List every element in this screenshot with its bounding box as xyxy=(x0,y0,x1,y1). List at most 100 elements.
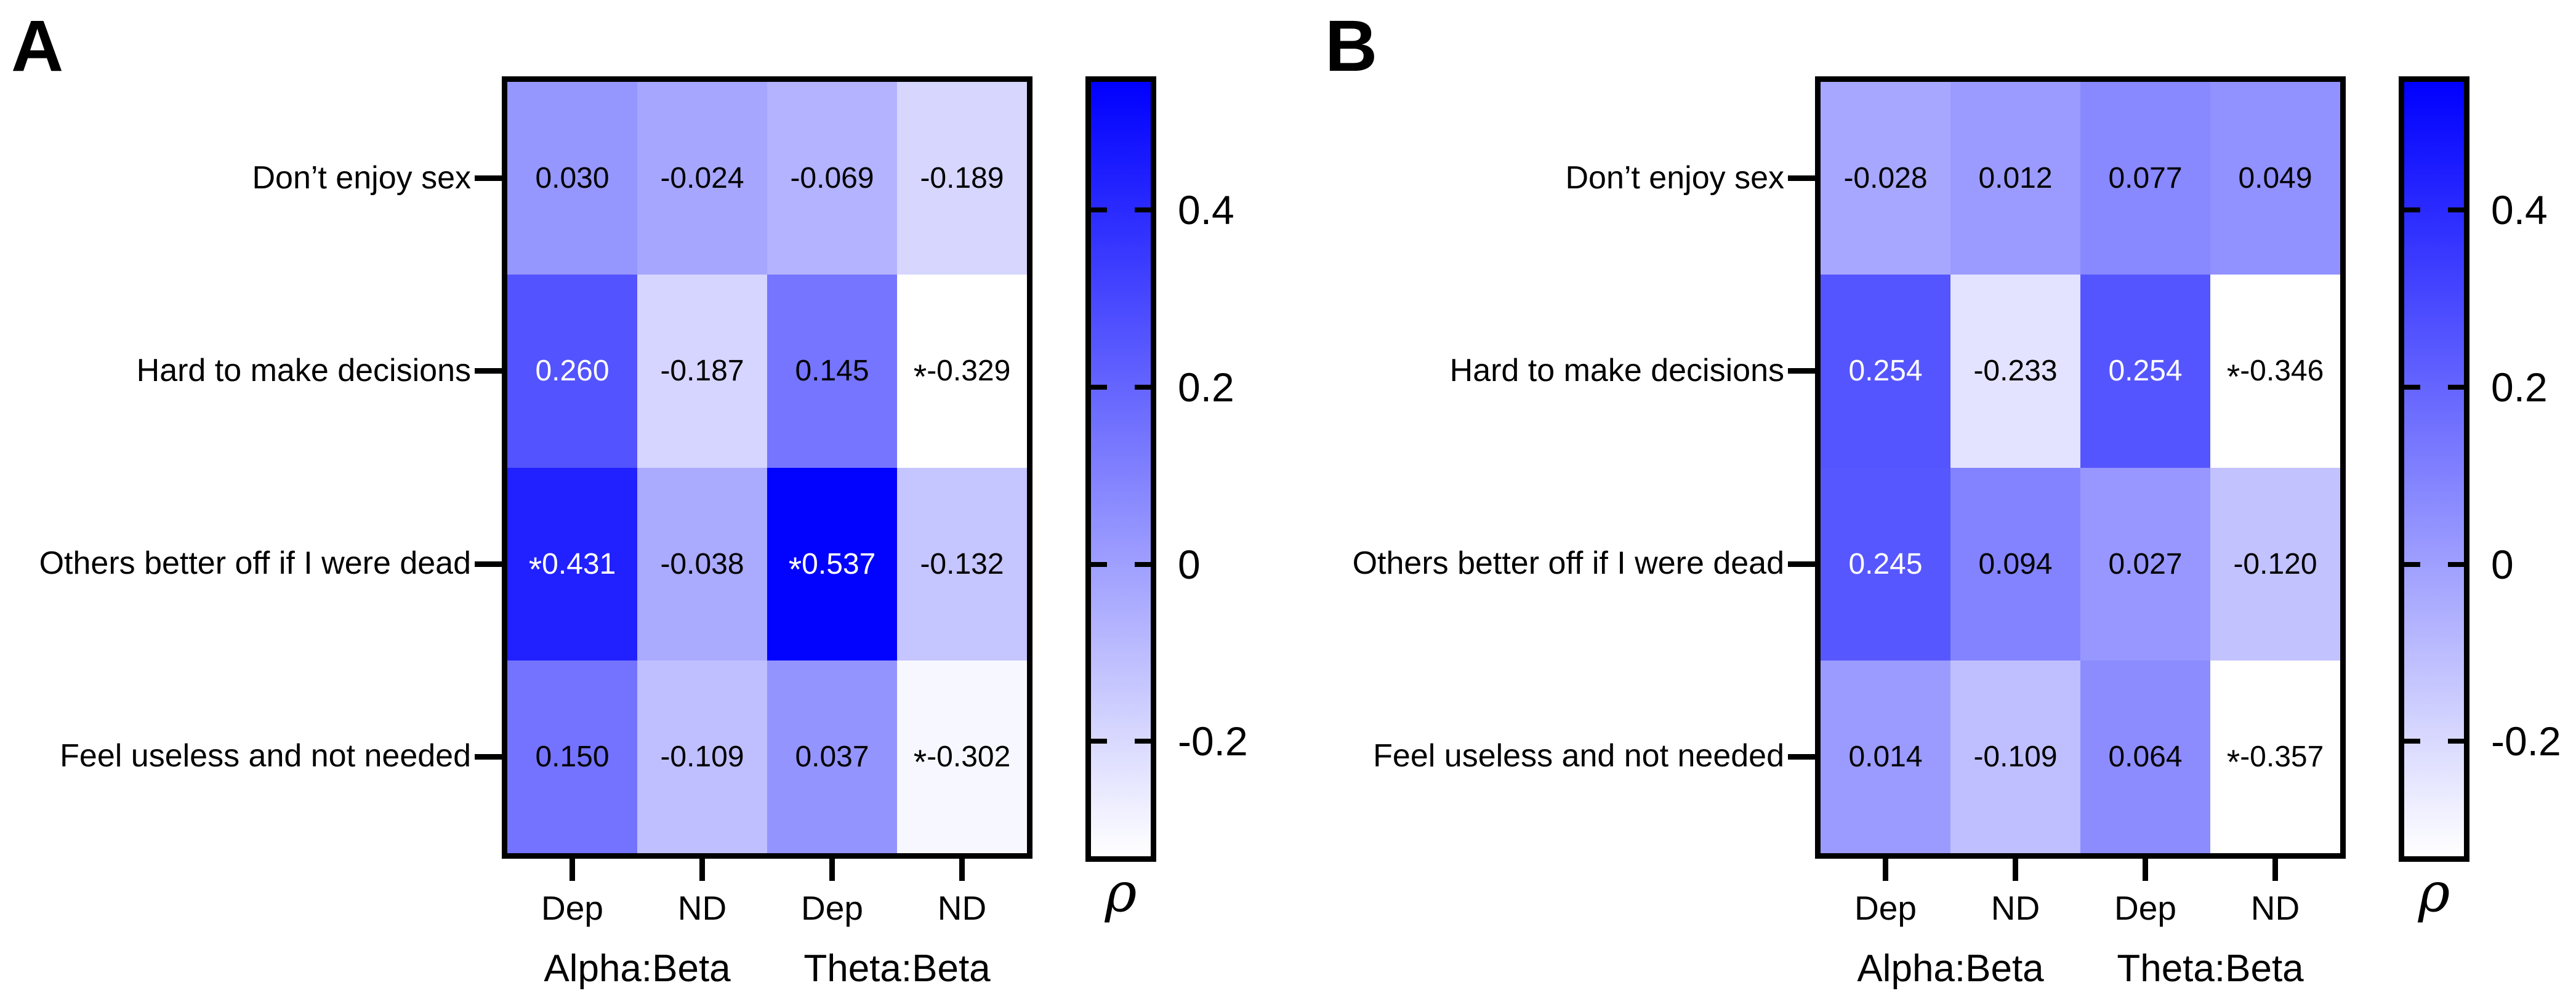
column-axis-tick xyxy=(570,859,575,881)
cell-value: 0.254 xyxy=(2108,355,2183,388)
cell-value: -0.069 xyxy=(790,162,874,195)
column-axis-tick xyxy=(1883,859,1888,881)
colorbar xyxy=(1085,76,1156,862)
heatmap-cell: -0.120 xyxy=(2210,467,2340,661)
colorbar-tick-label: 0.4 xyxy=(2491,187,2548,233)
cell-value: 0.431 xyxy=(542,547,616,580)
heatmap-cell: 0.037 xyxy=(767,660,897,853)
cell-value: -0.357 xyxy=(2240,740,2324,773)
heatmap-cell: 0.077 xyxy=(2080,82,2210,275)
heatmap-cell: -0.069 xyxy=(767,82,897,275)
colorbar-tick-left xyxy=(2404,385,2420,390)
heatmap-cell: -0.028 xyxy=(1821,82,1950,275)
cell-value: -0.109 xyxy=(1973,740,2058,773)
row-label: Don’t enjoy sex xyxy=(252,159,471,196)
heatmap-cell: 0.254 xyxy=(2080,275,2210,468)
colorbar-tick-left xyxy=(1091,385,1107,390)
heatmap-cell: * -0.346 xyxy=(2210,275,2340,468)
heatmap-cell: -0.132 xyxy=(897,467,1027,661)
heatmap-cell: 0.260 xyxy=(507,275,637,468)
colorbar-tick-left xyxy=(2404,739,2420,744)
heatmap-cell: -0.024 xyxy=(637,82,767,275)
column-group-label: Theta:Beta xyxy=(2117,947,2304,990)
row-label: Don’t enjoy sex xyxy=(1565,159,1784,196)
column-label: Dep xyxy=(541,889,603,927)
cell-value: -0.233 xyxy=(1973,355,2058,388)
colorbar-tick-left xyxy=(1091,561,1107,567)
cell-value: -0.120 xyxy=(2233,547,2317,580)
cell-value: 0.254 xyxy=(1848,355,1923,388)
column-label: Dep xyxy=(2114,889,2176,927)
heatmap-cell: 0.254 xyxy=(1821,275,1950,468)
row-label: Feel useless and not needed xyxy=(1373,738,1784,774)
colorbar-tick-right xyxy=(1135,207,1151,213)
heatmap-cell: 0.027 xyxy=(2080,467,2210,661)
cell-value: 0.037 xyxy=(795,740,869,773)
cell-value: 0.014 xyxy=(1848,740,1923,773)
cell-value: 0.150 xyxy=(535,740,610,773)
row-axis-tick xyxy=(1788,753,1815,760)
cell-value: -0.038 xyxy=(660,547,744,580)
row-axis-tick xyxy=(475,561,502,567)
heatmap-cell: 0.145 xyxy=(767,275,897,468)
cell-value: -0.132 xyxy=(920,547,1004,580)
heatmap-cell: 0.014 xyxy=(1821,660,1950,853)
cell-value: 0.077 xyxy=(2108,162,2183,195)
colorbar-tick-right xyxy=(2448,739,2464,744)
heatmap-cell: -0.187 xyxy=(637,275,767,468)
colorbar-tick-left xyxy=(2404,207,2420,213)
cell-value: -0.189 xyxy=(920,162,1004,195)
heatmap-cell: 0.049 xyxy=(2210,82,2340,275)
colorbar-tick-label: 0 xyxy=(1178,541,1201,587)
column-axis-tick xyxy=(699,859,705,881)
column-axis-tick xyxy=(2272,859,2278,881)
colorbar-tick-label: 0.2 xyxy=(1178,364,1234,410)
heatmap-cell: * -0.329 xyxy=(897,275,1027,468)
row-axis-tick xyxy=(475,175,502,182)
heatmap-cell: * 0.537 xyxy=(767,467,897,661)
heatmap-cell: -0.189 xyxy=(897,82,1027,275)
cell-value: 0.245 xyxy=(1848,547,1923,580)
column-label: ND xyxy=(2250,889,2300,927)
colorbar-tick-right xyxy=(2448,561,2464,567)
colorbar-tick-left xyxy=(1091,739,1107,744)
cell-value: 0.012 xyxy=(1978,162,2053,195)
column-label: ND xyxy=(937,889,987,927)
column-axis-tick xyxy=(959,859,965,881)
heatmap-panel-A: 0.030 -0.024 -0.069 -0.189 0.260 -0.187 0.145 *… xyxy=(502,76,1032,859)
row-axis-tick xyxy=(1788,175,1815,182)
cell-value: 0.537 xyxy=(802,547,876,580)
panel-b-letter: B xyxy=(1325,6,1378,87)
column-label: Dep xyxy=(801,889,863,927)
heatmap-cell: -0.109 xyxy=(637,660,767,853)
heatmap-cell: 0.064 xyxy=(2080,660,2210,853)
heatmap-cell: 0.245 xyxy=(1821,467,1950,661)
colorbar-tick-label: -0.2 xyxy=(2491,718,2561,765)
cell-value: -0.187 xyxy=(660,355,744,388)
colorbar-tick-right xyxy=(1135,739,1151,744)
row-label: Others better off if I were dead xyxy=(39,545,471,581)
heatmap-panel-B: -0.028 0.012 0.077 0.049 0.254 -0.233 0.254 * -0… xyxy=(1815,76,2346,859)
row-label: Others better off if I were dead xyxy=(1352,545,1784,581)
colorbar xyxy=(2399,76,2469,862)
column-label: ND xyxy=(1990,889,2040,927)
cell-value: 0.094 xyxy=(1978,547,2053,580)
row-axis-tick xyxy=(1788,368,1815,374)
row-axis-tick xyxy=(1788,561,1815,567)
cell-value: -0.109 xyxy=(660,740,744,773)
colorbar-tick-label: 0.4 xyxy=(1178,187,1234,233)
colorbar-tick-left xyxy=(2404,561,2420,567)
column-group-label: Alpha:Beta xyxy=(1857,947,2044,990)
row-label: Hard to make decisions xyxy=(1449,352,1784,388)
cell-value: -0.028 xyxy=(1843,162,1928,195)
panel-a-letter: A xyxy=(11,6,64,87)
cell-value: 0.049 xyxy=(2238,162,2312,195)
column-axis-tick xyxy=(2013,859,2018,881)
heatmap-cell: 0.030 xyxy=(507,82,637,275)
heatmap-cell: * -0.357 xyxy=(2210,660,2340,853)
row-axis-tick xyxy=(475,368,502,374)
column-group-label: Theta:Beta xyxy=(803,947,991,990)
colorbar-tick-label: -0.2 xyxy=(1178,718,1248,765)
column-label: ND xyxy=(677,889,727,927)
colorbar-tick-label: 0 xyxy=(2491,541,2514,587)
